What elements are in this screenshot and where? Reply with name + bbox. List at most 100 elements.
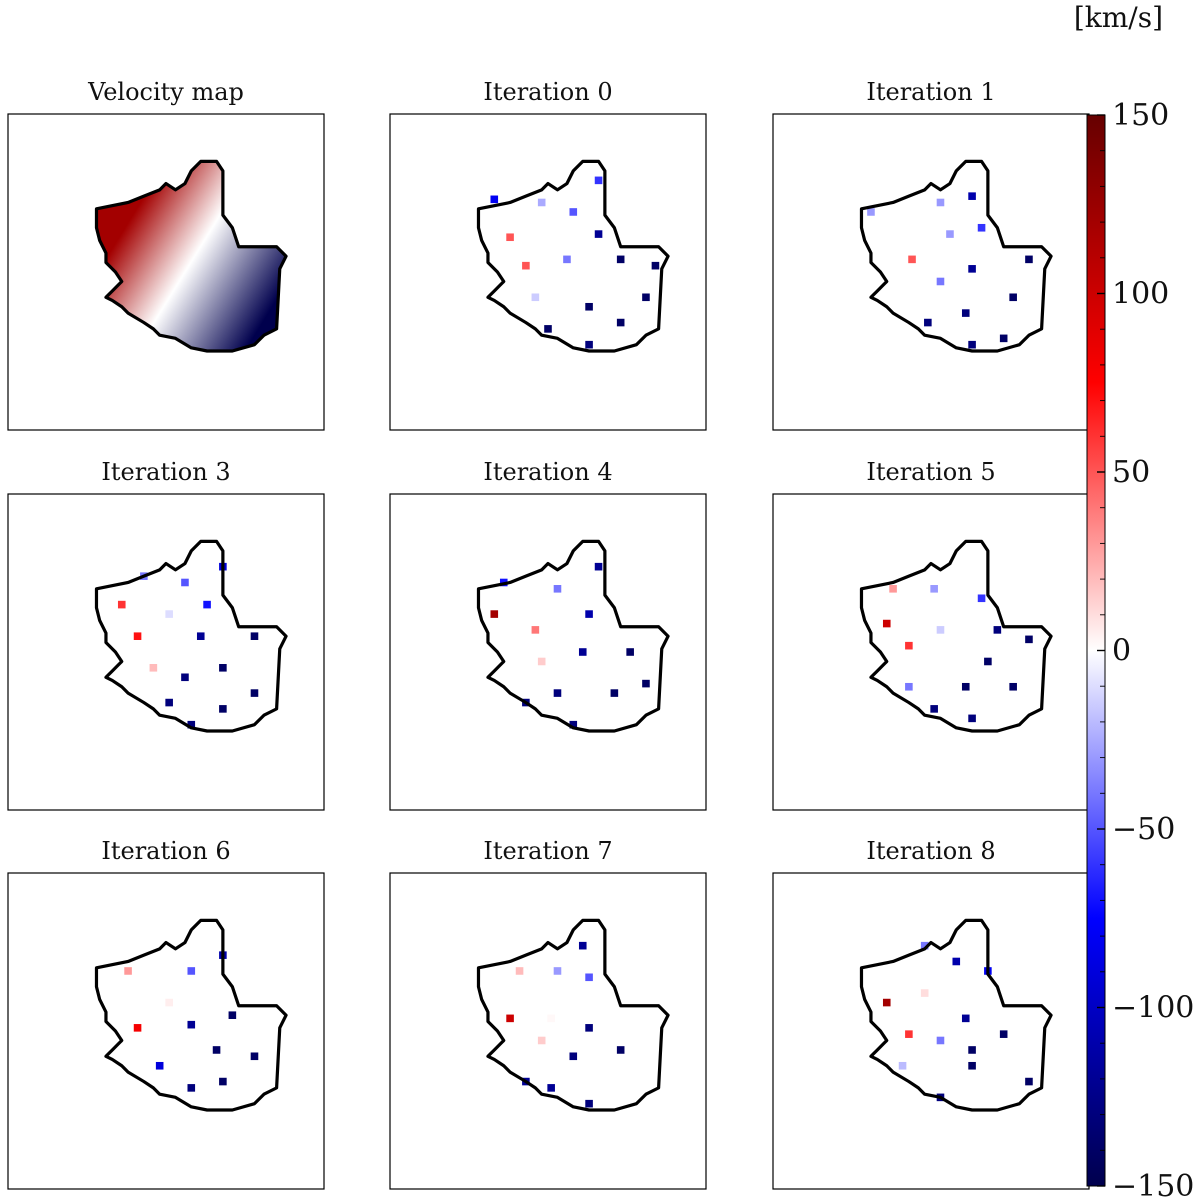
- panel-title: Iteration 8: [866, 837, 995, 865]
- sample-pixel: [999, 334, 1008, 343]
- sample-pixel: [490, 195, 499, 204]
- panel-plot-area: [861, 161, 1051, 351]
- colorbar-unit-label: [km/s]: [1074, 1, 1163, 34]
- panel-8: Iteration 8: [773, 837, 1089, 1189]
- sample-pixel: [531, 293, 540, 302]
- sample-pixel: [1009, 293, 1017, 302]
- sample-pixel: [149, 664, 158, 672]
- sample-pixel: [522, 261, 530, 270]
- sample-pixel: [155, 1061, 164, 1070]
- panel-plot-area: [96, 541, 286, 731]
- sample-pixel: [585, 302, 593, 311]
- sample-pixel: [616, 255, 625, 264]
- sample-pixel: [250, 1052, 259, 1061]
- sample-pixel: [250, 632, 259, 640]
- colorbar-ticks: [1097, 114, 1105, 1187]
- sample-pixel: [961, 309, 970, 317]
- panel-plot-area: [96, 920, 286, 1110]
- panel-7: Iteration 7: [390, 837, 706, 1189]
- sample-pixel: [905, 682, 913, 691]
- sample-pixel: [547, 1084, 555, 1092]
- sample-pixel: [187, 967, 196, 975]
- colorbar-tick-label: −100: [1112, 991, 1194, 1026]
- sample-pixel: [585, 1099, 593, 1108]
- sample-pixel: [585, 973, 593, 982]
- panel-0: Velocity map: [8, 78, 324, 430]
- sample-pixel: [515, 967, 524, 975]
- sample-pixel: [187, 1084, 196, 1092]
- panel-frame: [389, 872, 707, 1190]
- sample-pixel: [219, 664, 227, 672]
- sample-pixel: [203, 600, 211, 609]
- colorbar-tick-label: −150: [1112, 1169, 1194, 1203]
- panel-frame: [7, 493, 325, 811]
- sample-pixel: [952, 957, 961, 966]
- sample-pixel: [616, 1046, 625, 1054]
- panel-plot-area: [861, 920, 1051, 1110]
- sample-pixel: [616, 318, 625, 327]
- sample-pixel: [977, 223, 986, 232]
- sample-pixel: [984, 657, 992, 666]
- sample-pixel: [908, 255, 916, 264]
- sample-pixel: [187, 720, 196, 729]
- sample-pixel: [882, 619, 891, 628]
- sample-pixel: [585, 1024, 593, 1032]
- sample-pixel: [882, 998, 891, 1007]
- panel-plot-area: [861, 541, 1051, 731]
- panel-frame: [772, 493, 1090, 811]
- sample-pixel: [219, 705, 227, 713]
- sample-pixel: [920, 989, 929, 997]
- colorbar-tick-label: 100: [1112, 277, 1169, 312]
- sample-pixel: [553, 585, 562, 593]
- panel-plot-area: [478, 920, 668, 1110]
- sample-pixel: [968, 1046, 976, 1054]
- panel-title: Velocity map: [87, 78, 244, 106]
- sample-pixel: [610, 689, 619, 697]
- panel-title: Iteration 6: [101, 837, 230, 865]
- sample-pixel: [544, 325, 552, 333]
- sample-pixel: [930, 705, 938, 713]
- sample-pixel: [961, 1014, 970, 1023]
- sample-pixel: [578, 941, 587, 950]
- sample-pixel: [946, 230, 954, 238]
- sample-pixel: [537, 657, 546, 666]
- sample-pixel: [531, 626, 540, 634]
- colorbar-tick-label: 150: [1112, 98, 1169, 133]
- sample-pixel: [867, 208, 875, 216]
- sample-pixel: [165, 698, 173, 707]
- sample-pixel: [993, 626, 1002, 634]
- sample-pixel: [968, 265, 976, 273]
- sample-pixel: [651, 261, 660, 270]
- sample-pixel: [968, 714, 976, 723]
- sample-pixel: [936, 198, 945, 207]
- panel-title: Iteration 7: [483, 837, 612, 865]
- panel-frame: [7, 872, 325, 1190]
- sample-pixel: [553, 967, 562, 975]
- sample-pixel: [626, 648, 634, 656]
- panel-6: Iteration 6: [8, 837, 324, 1189]
- sample-pixel: [1009, 682, 1017, 691]
- panel-title: Iteration 0: [483, 78, 612, 106]
- sample-pixel: [117, 600, 126, 609]
- sample-pixel: [585, 610, 593, 618]
- colorbar: 150 100 50 0 −50 −100 −150 [km/s]: [1074, 1, 1195, 1203]
- sample-pixel: [585, 340, 593, 349]
- sample-pixel: [563, 255, 571, 264]
- sample-pixel: [228, 1011, 237, 1019]
- sample-pixel: [936, 626, 945, 634]
- colorbar-labels: 150 100 50 0 −50 −100 −150: [1112, 98, 1194, 1203]
- colorbar-tick-label: 50: [1112, 455, 1150, 490]
- panel-frame: [389, 493, 707, 811]
- sample-pixel: [547, 1014, 555, 1023]
- sample-pixel: [920, 941, 929, 950]
- sample-pixel: [181, 673, 189, 682]
- panel-frame: [772, 113, 1090, 431]
- sample-pixel: [553, 689, 562, 697]
- sample-pixel: [181, 578, 189, 587]
- sample-pixel: [187, 1020, 196, 1029]
- sample-pixel: [165, 998, 173, 1007]
- sample-pixel: [968, 340, 976, 349]
- sample-pixel: [212, 1046, 221, 1054]
- sample-pixel: [219, 1077, 227, 1086]
